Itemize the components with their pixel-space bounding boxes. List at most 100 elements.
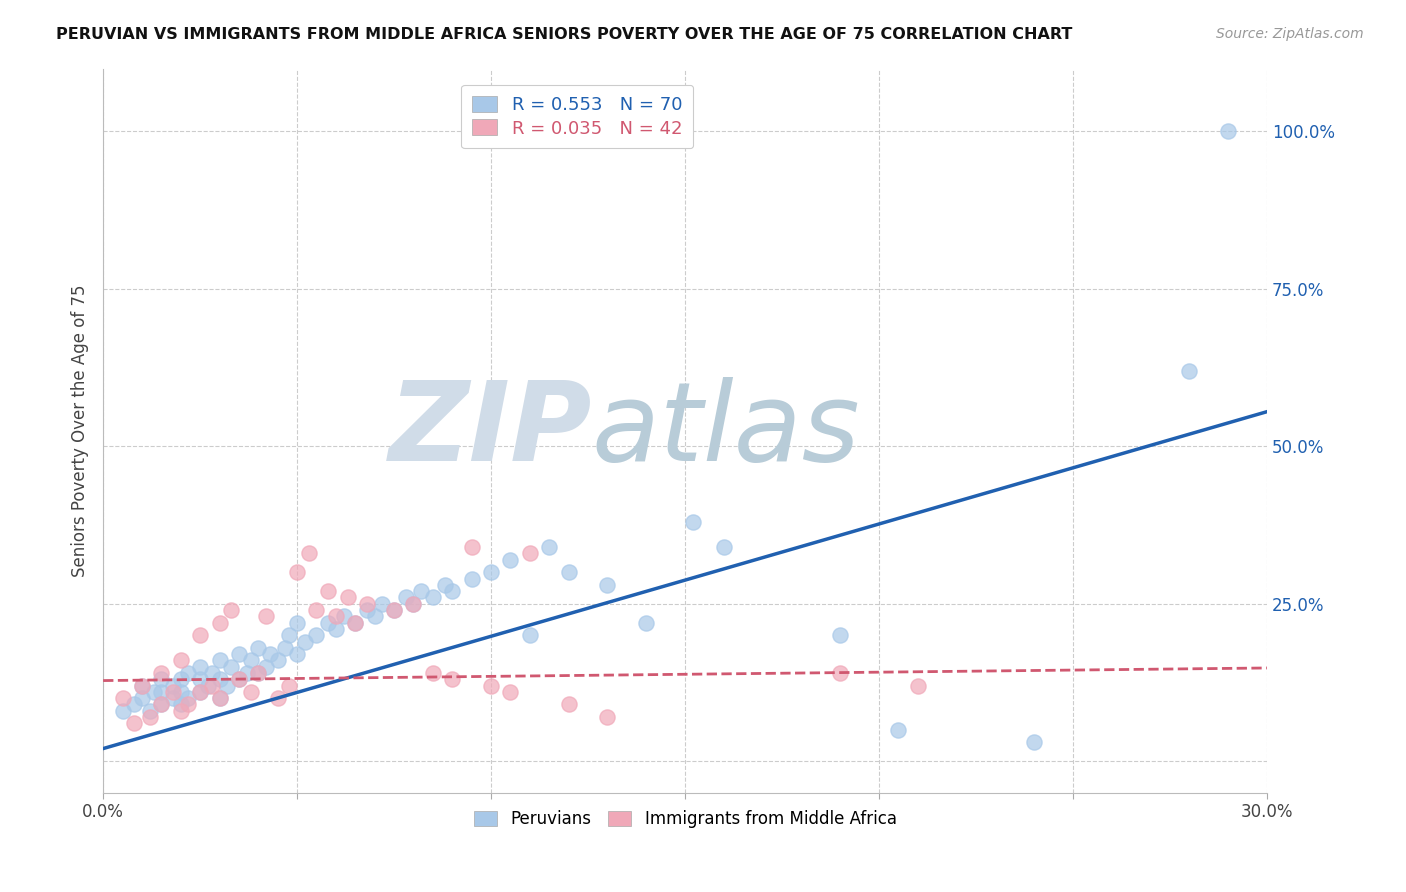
Point [382,603,405,617]
Point [325,622,347,636]
Point [259,647,281,661]
Point [325,609,347,624]
Point [460,572,482,586]
Point [267,653,290,667]
Point [363,609,385,624]
Point [479,679,502,693]
Point [131,691,153,706]
Text: Source: ZipAtlas.com: Source: ZipAtlas.com [1216,27,1364,41]
Legend: Peruvians, Immigrants from Middle Africa: Peruvians, Immigrants from Middle Africa [467,804,903,835]
Point [596,578,619,592]
Point [285,566,308,580]
Text: PERUVIAN VS IMMIGRANTS FROM MIDDLE AFRICA SENIORS POVERTY OVER THE AGE OF 75 COR: PERUVIAN VS IMMIGRANTS FROM MIDDLE AFRIC… [56,27,1073,42]
Point [830,666,852,681]
Point [298,546,321,560]
Point [1024,735,1046,749]
Point [278,628,301,642]
Point [460,540,482,554]
Point [170,685,193,699]
Point [636,615,658,630]
Point [188,673,211,687]
Point [433,578,456,592]
Point [344,615,367,630]
Point [188,628,211,642]
Point [519,546,541,560]
Point [228,673,250,687]
Point [557,698,579,712]
Point [411,584,433,599]
Point [188,685,211,699]
Point [254,659,277,673]
Point [219,659,242,673]
Point [150,673,173,687]
Point [217,679,239,693]
Point [201,679,224,693]
Text: ZIP: ZIP [388,377,592,484]
Point [402,597,425,611]
Point [830,628,852,642]
Point [177,691,200,706]
Point [150,698,173,712]
Point [274,640,297,655]
Point [201,666,224,681]
Point [150,666,173,681]
Point [208,653,231,667]
Point [150,698,173,712]
Point [441,673,464,687]
Point [538,540,561,554]
Point [131,679,153,693]
Point [1178,364,1201,378]
Point [208,673,231,687]
Point [422,666,444,681]
Point [162,685,184,699]
Point [557,566,579,580]
Point [170,653,193,667]
Point [395,591,418,605]
Point [239,653,262,667]
Point [887,723,910,737]
Point [138,704,160,718]
Point [356,597,378,611]
Point [371,597,394,611]
Point [142,685,165,699]
Point [254,609,277,624]
Point [441,584,464,599]
Point [162,679,184,693]
Point [219,603,242,617]
Point [177,666,200,681]
Point [422,591,444,605]
Point [122,716,145,731]
Point [316,584,339,599]
Text: atlas: atlas [592,377,860,484]
Point [239,685,262,699]
Point [150,685,173,699]
Point [682,515,704,529]
Point [111,691,134,706]
Point [285,647,308,661]
Point [336,591,359,605]
Point [188,659,211,673]
Point [208,615,231,630]
Point [713,540,735,554]
Point [402,597,425,611]
Point [122,698,145,712]
Point [316,615,339,630]
Point [344,615,367,630]
Point [170,673,193,687]
Point [197,679,219,693]
Point [499,685,522,699]
Point [596,710,619,724]
Point [228,673,250,687]
Point [138,710,160,724]
Point [332,609,354,624]
Point [294,634,316,648]
Point [305,628,328,642]
Point [267,691,290,706]
Point [278,679,301,693]
Point [170,704,193,718]
Point [907,679,929,693]
Point [208,691,231,706]
Point [247,666,270,681]
Point [305,603,328,617]
Point [382,603,405,617]
